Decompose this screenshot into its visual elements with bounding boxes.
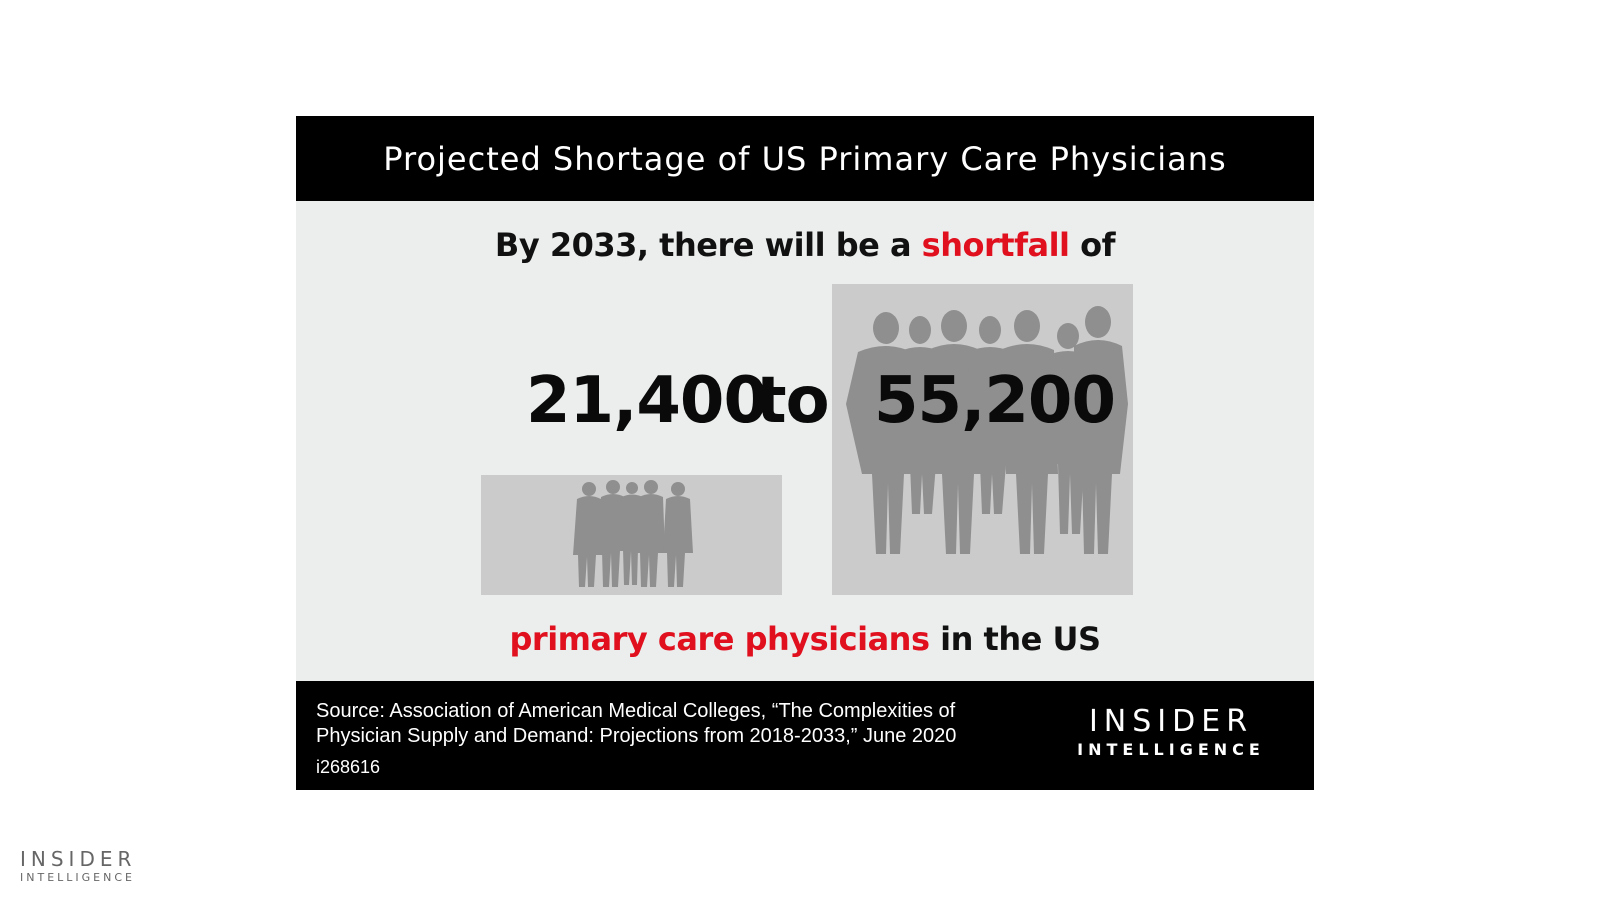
range-connector: to [756, 364, 830, 438]
source-line-2: Physician Supply and Demand: Projections… [316, 725, 957, 747]
people-silhouette-large-icon [846, 306, 1128, 554]
small-group-photo [481, 475, 782, 595]
infographic-title: Projected Shortage of US Primary Care Ph… [383, 139, 1227, 178]
intro-text: By 2033, there will be a shortfall of [296, 226, 1314, 264]
outro-highlight: primary care physicians [509, 620, 930, 658]
page-watermark-logo: INSIDER INTELLIGENCE [20, 848, 136, 886]
header-bar: Projected Shortage of US Primary Care Ph… [296, 116, 1314, 201]
intro-highlight: shortfall [921, 226, 1070, 264]
shortfall-range: 21,400 to 55,200 [296, 364, 1314, 454]
insider-intelligence-logo: INSIDER INTELLIGENCE [1066, 705, 1276, 761]
footer-bar: Source: Association of American Medical … [296, 681, 1314, 790]
intro-suffix: of [1069, 226, 1116, 264]
source-note: Source: Association of American Medical … [316, 699, 1036, 749]
watermark-line-1: INSIDER [20, 847, 137, 871]
shortfall-low-value: 21,400 [526, 364, 768, 438]
logo-line-2: INTELLIGENCE [1077, 740, 1265, 759]
logo-line-1: INSIDER [1088, 704, 1254, 739]
chart-id: i268616 [316, 757, 381, 777]
outro-text: primary care physicians in the US [296, 620, 1314, 658]
infographic-card: Projected Shortage of US Primary Care Ph… [296, 116, 1314, 790]
watermark-line-2: INTELLIGENCE [20, 871, 135, 884]
intro-prefix: By 2033, there will be a [494, 226, 922, 264]
source-line-1: Source: Association of American Medical … [316, 700, 956, 722]
people-silhouette-small-icon [573, 480, 693, 587]
large-group-photo [832, 284, 1133, 595]
shortfall-high-value: 55,200 [874, 364, 1116, 438]
outro-suffix: in the US [929, 620, 1101, 658]
